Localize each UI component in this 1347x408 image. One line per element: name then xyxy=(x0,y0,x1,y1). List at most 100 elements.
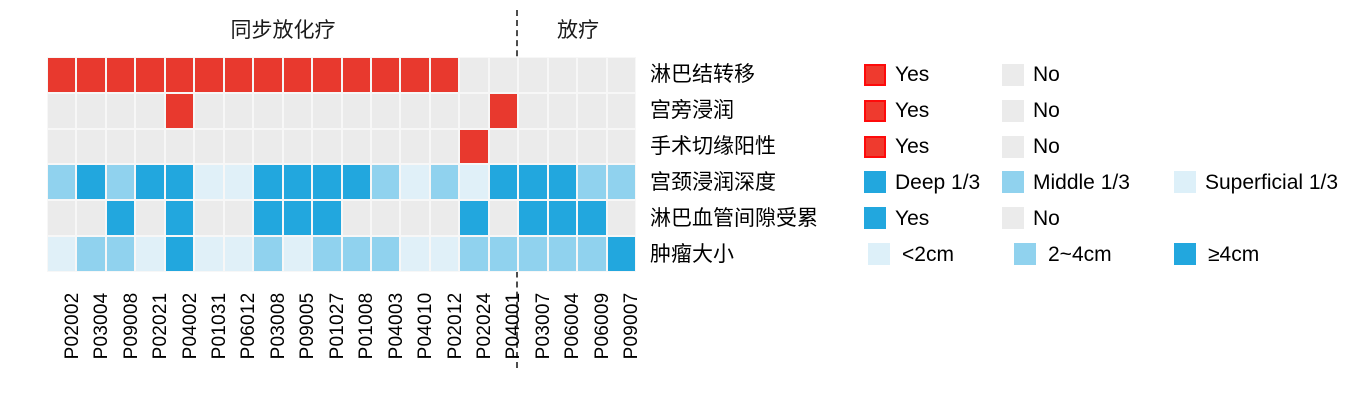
row-labels: 淋巴结转移 宫旁浸润 手术切缘阳性 宫颈浸润深度 淋巴血管间隙受累 肿瘤大小 xyxy=(650,57,855,272)
heatmap-cell xyxy=(282,164,313,201)
heatmap-cell xyxy=(459,128,489,165)
heatmap-cell xyxy=(459,200,489,237)
heatmap-cell xyxy=(370,200,401,237)
legend-item: Deep 1/3 xyxy=(864,170,981,194)
legend-label: Deep 1/3 xyxy=(895,170,981,194)
legend-label: No xyxy=(1033,206,1060,230)
heatmap-cell xyxy=(488,164,519,201)
x-axis-label: P09007 xyxy=(621,292,643,360)
heatmap-cell xyxy=(429,57,460,93)
legend-swatch-size-large xyxy=(1174,243,1196,266)
heatmap-cell xyxy=(76,57,106,93)
legend-swatch-gray xyxy=(1002,99,1024,122)
heatmap-cell xyxy=(164,57,195,93)
heatmap-grid xyxy=(47,57,636,272)
legend-label: Yes xyxy=(895,135,930,159)
heatmap-cell xyxy=(547,236,578,272)
heatmap-cell xyxy=(606,92,636,129)
heatmap-cell xyxy=(312,92,342,129)
heatmap-cell xyxy=(577,236,607,272)
heatmap-cell xyxy=(105,236,136,272)
heatmap-cell xyxy=(223,164,254,201)
heatmap-cell xyxy=(547,128,578,165)
heatmap-cell xyxy=(429,164,460,201)
x-axis-label-slot: P03004 xyxy=(76,274,112,384)
x-axis-label-slot: P02002 xyxy=(47,274,83,384)
heatmap-cell xyxy=(518,236,548,272)
legend-item: Yes xyxy=(864,63,929,86)
heatmap-cell xyxy=(223,92,254,129)
heatmap-cell xyxy=(459,164,489,201)
legend-row: Yes No xyxy=(864,57,1344,93)
legend-label: Yes xyxy=(895,99,930,123)
legend-label: ≥4cm xyxy=(1208,242,1260,266)
legend-swatch-red xyxy=(864,99,886,122)
heatmap-cell xyxy=(76,236,106,272)
heatmap-cell xyxy=(76,200,106,237)
heatmap-cell xyxy=(518,200,548,237)
heatmap-cell xyxy=(47,236,77,272)
heatmap-cell xyxy=(312,164,342,201)
row-label: 淋巴血管间隙受累 xyxy=(650,206,818,230)
row-label: 肿瘤大小 xyxy=(650,242,734,266)
heatmap-cell xyxy=(577,128,607,165)
row-label: 宫颈浸润深度 xyxy=(650,170,776,194)
legend-label: No xyxy=(1033,99,1060,123)
legend-row: Deep 1/3 Middle 1/3 Superficial 1/3 xyxy=(864,164,1344,200)
legend-swatch-red xyxy=(864,135,886,158)
legend-item: <2cm xyxy=(868,243,954,266)
x-axis-label-slot: P01027 xyxy=(312,274,348,384)
heatmap-cell xyxy=(47,92,77,129)
legend: Yes No Yes No Yes No Deep 1/3 Middle 1/3 Superfi… xyxy=(864,57,1344,272)
heatmap-cell xyxy=(606,164,636,201)
legend-row: <2cm 2~4cm ≥4cm xyxy=(864,236,1344,272)
x-axis-label-slot: P09007 xyxy=(607,274,642,384)
heatmap-cell xyxy=(429,92,460,129)
heatmap-cell xyxy=(76,164,106,201)
legend-item: No xyxy=(1002,135,1060,159)
heatmap-cell xyxy=(223,236,254,272)
legend-item: Superficial 1/3 xyxy=(1174,171,1338,194)
heatmap-cell xyxy=(253,236,283,272)
heatmap-cell xyxy=(223,128,254,165)
heatmap-cell xyxy=(194,128,224,165)
legend-item: 2~4cm xyxy=(1014,242,1112,266)
heatmap-cell xyxy=(488,128,519,165)
heatmap-cell xyxy=(194,164,224,201)
x-axis-label-slot: P01031 xyxy=(194,274,230,384)
heatmap-cell xyxy=(76,92,106,129)
heatmap-cell xyxy=(341,164,371,201)
heatmap-cell xyxy=(164,164,195,201)
x-axis-label-slot: P03007 xyxy=(518,274,554,384)
legend-swatch-size-mid xyxy=(1014,243,1036,266)
x-axis-label-slot: P09008 xyxy=(106,274,142,384)
heatmap-cell xyxy=(370,128,401,165)
x-axis-label-slot: P04010 xyxy=(400,274,436,384)
legend-swatch-gray xyxy=(1002,63,1024,86)
heatmap-cell xyxy=(164,128,195,165)
legend-item: ≥4cm xyxy=(1174,242,1260,266)
x-axis-sample-labels: P02002 P03004 P09008 P02021 P04002 P01031 P060… xyxy=(47,274,643,384)
x-axis-label-slot: P02021 xyxy=(135,274,171,384)
heatmap-cell xyxy=(488,92,519,129)
heatmap-cell xyxy=(105,92,136,129)
legend-swatch-gray xyxy=(1002,207,1024,230)
legend-swatch-size-small xyxy=(868,243,890,266)
heatmap-cell xyxy=(400,128,430,165)
legend-swatch-red xyxy=(864,63,886,86)
legend-label: No xyxy=(1033,135,1060,159)
heatmap-cell xyxy=(400,92,430,129)
legend-item: Yes xyxy=(864,135,930,159)
heatmap-cell xyxy=(135,200,165,237)
heatmap-cell xyxy=(547,57,578,93)
heatmap-cell xyxy=(606,128,636,165)
heatmap-cell xyxy=(194,92,224,129)
legend-label: 2~4cm xyxy=(1048,242,1112,266)
row-label: 手术切缘阳性 xyxy=(650,135,776,159)
legend-swatch-middle xyxy=(1002,171,1024,194)
heatmap-cell xyxy=(223,57,254,93)
heatmap-cell xyxy=(312,57,342,93)
x-axis-label-slot: P02024 xyxy=(459,274,495,384)
heatmap-cell xyxy=(312,128,342,165)
legend-item: No xyxy=(1002,99,1060,123)
